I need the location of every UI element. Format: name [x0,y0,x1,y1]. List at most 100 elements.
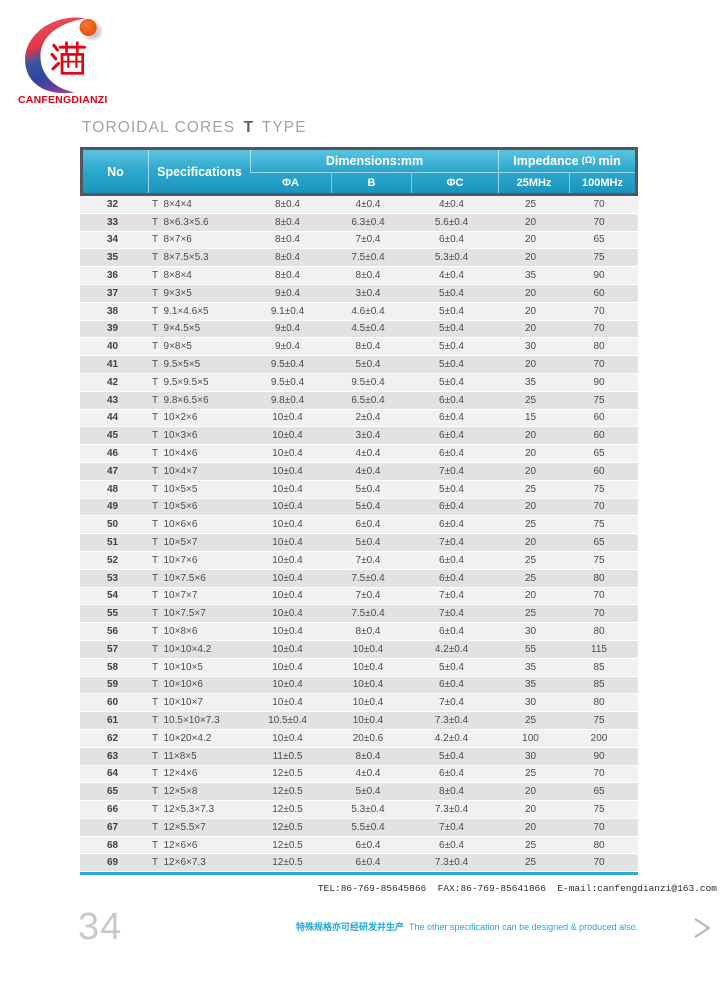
row-impedance-25mhz: 20 [524,537,537,549]
row-impedance-100mhz: 80 [593,341,605,353]
row-dim-a: 10±0.4 [272,501,303,513]
row-impedance-100mhz: 80 [593,626,605,638]
row-impedance-25mhz: 20 [524,786,537,798]
table-row: 56 T 10×8×6 10±0.4 8±0.4 6±0.4 30 80 [80,623,638,640]
row-dim-b: 9.5±0.4 [351,376,385,388]
row-dim-b: 6±0.4 [355,857,381,869]
row-impedance-100mhz: 90 [593,270,605,282]
row-impedance-100mhz: 85 [593,679,605,691]
row-impedance-25mhz: 20 [524,501,537,513]
table-row: 69 T 12×6×7.3 12±0.5 6±0.4 7.3±0.4 25 70 [80,854,638,872]
row-dim-a: 8±0.4 [275,252,300,264]
row-impedance-100mhz: 60 [593,430,605,442]
row-dim-c: 5±0.4 [439,287,464,299]
row-impedance-100mhz: 70 [593,857,605,869]
row-impedance-25mhz: 20 [524,803,537,815]
table-row: 47 T 10×4×7 10±0.4 4±0.4 7±0.4 20 60 [80,462,638,480]
table-row: 48 T 10×5×5 10±0.4 5±0.4 5±0.4 25 75 [80,480,638,498]
row-dim-a: 10±0.4 [272,590,303,602]
table-row: 65 T 12×5×8 12±0.5 5±0.4 8±0.4 20 65 [80,783,638,801]
row-no: 40 [106,341,119,353]
row-impedance-25mhz: 25 [524,394,537,406]
table-row: 59 T 10×10×6 10±0.4 10±0.4 6±0.4 35 85 [80,676,638,694]
row-dim-b: 5±0.4 [355,537,381,549]
row-impedance-25mhz: 20 [524,234,537,246]
table-row: 43 T 9.8×6.5×6 9.8±0.4 6.5±0.4 6±0.4 25 … [80,391,638,409]
table-row: 50 T 10×6×6 10±0.4 6±0.4 6±0.4 25 75 [80,516,638,534]
row-dim-c: 6±0.4 [439,448,464,460]
row-dim-c: 5±0.4 [439,750,464,762]
row-dim-b: 3±0.4 [355,430,381,442]
row-specification: T 10×20×4.2 [152,732,212,744]
row-dim-c: 5±0.4 [439,376,464,388]
row-dim-b: 3±0.4 [355,287,381,299]
row-dim-c: 5±0.4 [439,323,464,335]
row-no: 69 [106,857,119,869]
row-dim-a: 12±0.5 [272,786,303,798]
row-dim-b: 2±0.4 [355,412,381,424]
row-impedance-100mhz: 60 [593,465,605,477]
row-impedance-25mhz: 35 [524,661,537,673]
row-dim-a: 9±0.4 [275,323,300,335]
row-impedance-100mhz: 75 [593,252,605,264]
header-specifications: Specifications [148,150,250,193]
row-no: 50 [106,519,119,531]
row-specification: T 10×7.5×7 [152,608,206,620]
row-specification: T 10×7.5×6 [152,572,206,584]
row-no: 59 [106,679,119,691]
row-no: 38 [106,305,119,317]
table-row: 57 T 10×10×4.2 10±0.4 10±0.4 4.2±0.4 55 … [80,640,638,658]
row-no: 67 [106,821,119,833]
row-no: 57 [106,643,119,655]
row-dim-c: 7.3±0.4 [434,803,469,815]
row-dim-c: 7±0.4 [439,697,464,709]
table-row: 41 T 9.5×5×5 9.5±0.4 5±0.4 5±0.4 20 70 [80,356,638,373]
table-row: 39 T 9×4.5×5 9±0.4 4.5±0.4 5±0.4 20 70 [80,320,638,338]
table-row: 32 T 8×4×4 8±0.4 4±0.4 4±0.4 25 70 [80,196,638,213]
row-no: 54 [106,590,119,602]
row-impedance-25mhz: 15 [524,412,537,424]
row-dim-c: 7±0.4 [439,465,464,477]
row-no: 39 [106,323,119,335]
row-dim-a: 10±0.4 [272,465,303,477]
row-no: 58 [106,661,119,673]
header-impedance: Impedance (Ω) min [498,150,635,172]
row-dim-c: 6±0.4 [439,839,464,851]
table-row: 44 T 10×2×6 10±0.4 2±0.4 6±0.4 15 60 [80,409,638,427]
row-dim-b: 5.5±0.4 [351,821,385,833]
row-no: 33 [106,216,119,228]
row-no: 61 [106,715,119,726]
row-specification: T 9×8×5 [152,341,192,353]
row-impedance-100mhz: 70 [593,305,605,317]
row-no: 55 [106,608,119,620]
row-impedance-25mhz: 30 [524,341,537,353]
table-row: 35 T 8×7.5×5.3 8±0.4 7.5±0.4 5.3±0.4 20 … [80,249,638,267]
row-no: 32 [106,198,119,210]
row-specification: T 10×6×6 [152,519,198,531]
row-dim-c: 5±0.4 [439,341,464,353]
row-impedance-100mhz: 75 [593,803,605,815]
row-specification: T 8×8×4 [152,270,192,282]
row-dim-b: 10±0.4 [352,715,384,726]
row-dim-c: 6±0.4 [439,554,464,566]
row-dim-c: 5±0.4 [439,483,464,495]
row-impedance-100mhz: 75 [593,519,605,531]
row-specification: T 10×7×6 [152,554,198,566]
row-dim-a: 12±0.5 [272,839,303,851]
row-impedance-100mhz: 75 [593,715,605,726]
row-no: 48 [106,483,119,495]
row-impedance-25mhz: 25 [524,519,537,531]
row-dim-c: 5.3±0.4 [434,252,469,264]
row-no: 68 [106,839,119,851]
row-impedance-100mhz: 75 [593,554,605,566]
row-specification: T 10×10×5 [152,661,203,673]
chevron-right-icon [694,918,711,938]
row-dim-c: 5±0.4 [439,305,464,317]
row-impedance-25mhz: 25 [524,483,537,495]
row-dim-b: 4±0.4 [355,198,381,210]
row-dim-a: 10±0.4 [272,448,303,460]
row-dim-b: 5±0.4 [355,786,381,798]
row-no: 43 [106,394,119,406]
row-impedance-100mhz: 60 [593,287,605,299]
row-specification: T 10×8×6 [152,626,198,638]
